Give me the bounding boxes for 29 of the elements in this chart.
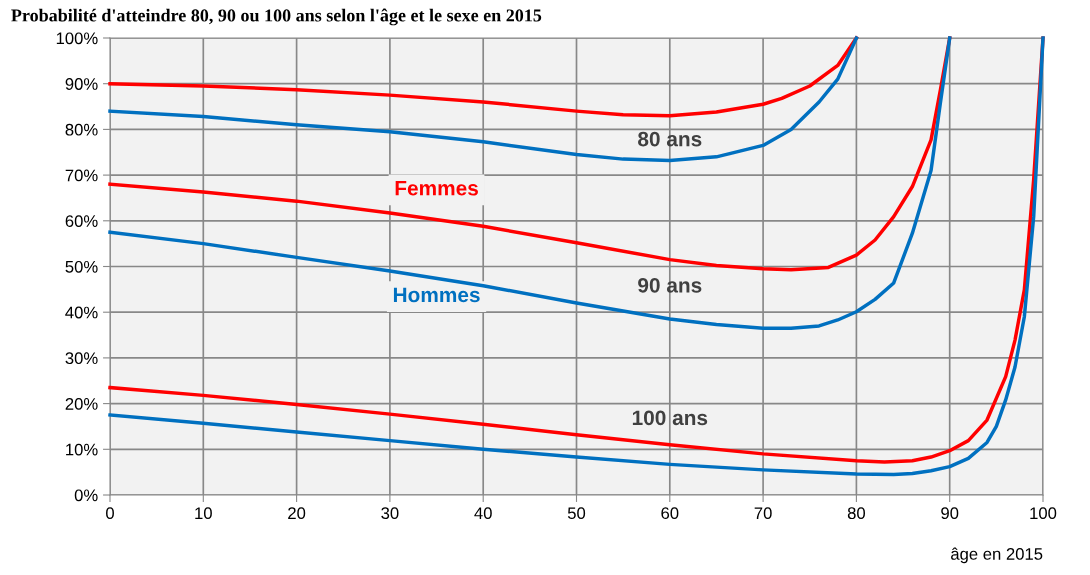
x-tick-label: 0 [106,507,114,520]
y-tick-label: 70% [65,169,98,182]
annotation: 100 ans [632,410,708,426]
line-series [108,36,859,163]
x-tick-label: 90 [941,507,959,520]
x-tick-label: 10 [195,507,212,520]
series-label: Hommes [393,287,480,303]
y-tick-label: 0% [74,489,98,502]
x-tick-label: 30 [381,507,399,520]
x-tick-label: 40 [474,507,492,520]
x-tick-label: 70 [754,507,772,520]
y-tick-label: 80% [65,123,98,136]
chart-title: Probabilité d'atteindre 80, 90 ou 100 ans selon l'âge et le sexe en 2015 [11,8,542,26]
x-tick-label: 60 [661,507,679,520]
y-tick-label: 100% [56,32,98,45]
y-tick-label: 60% [65,215,98,227]
line-series [108,36,952,330]
series-label: Femmes [395,181,478,196]
y-tick-label: 30% [65,352,98,365]
x-tick-label: 80 [847,507,866,520]
x-tick-label: 50 [567,507,586,520]
y-tick-label: 50% [65,260,98,273]
x-tick-label: 100 [1030,507,1057,520]
y-tick-label: 90% [65,78,98,90]
y-tick-label: 20% [65,398,98,410]
x-axis-title: âge en 2015 [951,547,1043,564]
x-tick-label: 20 [288,507,306,520]
y-tick-label: 10% [66,443,98,456]
y-tick-label: 40% [65,306,98,319]
